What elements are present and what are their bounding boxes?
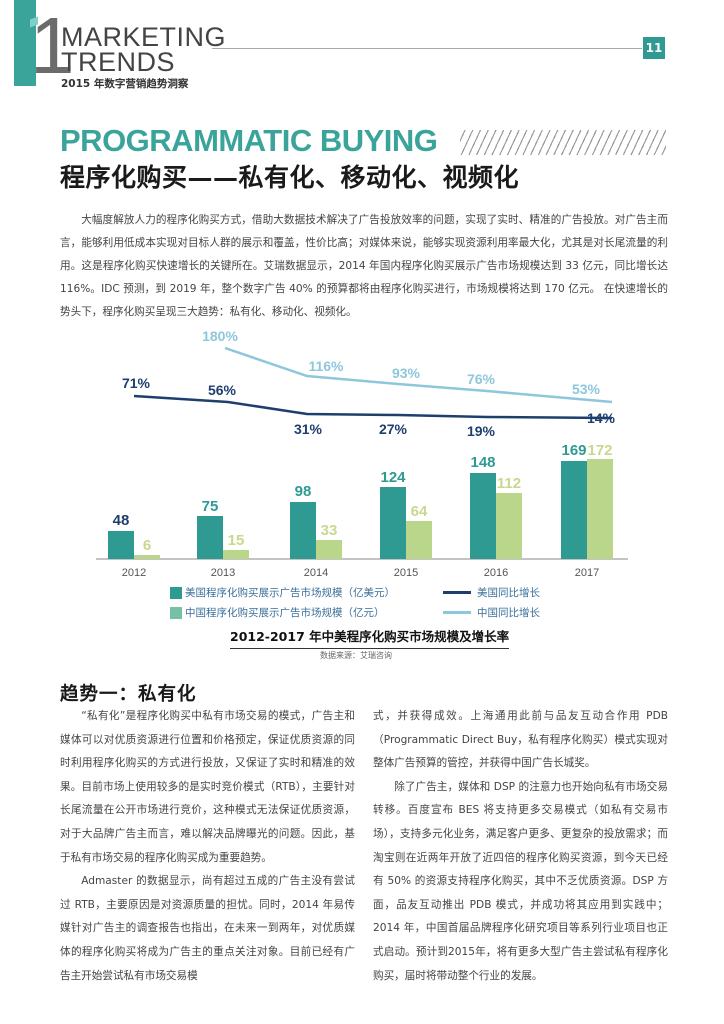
category-label: 2015 [394, 567, 418, 579]
cn-bar-value: 112 [497, 475, 521, 492]
us-bar-value: 48 [113, 512, 130, 529]
us-growth-value: 27% [379, 421, 408, 437]
category-label: 2017 [575, 567, 599, 579]
legend-item-us-line: 美国同比增长 [443, 585, 540, 600]
chart-source: 数据来源：艾瑞咨询 [320, 651, 392, 660]
legend-label: 美国同比增长 [477, 587, 540, 599]
us-growth-value: 56% [208, 382, 237, 398]
cn-growth-value: 76% [467, 371, 496, 387]
legend-item-cn-line: 中国同比增长 [443, 605, 540, 620]
bar-cn-2017 [587, 459, 613, 559]
legend-item-us-bar: 美国程序化购买展示广告市场规模（亿美元） [170, 585, 395, 600]
bar-cn-2012 [134, 555, 160, 559]
legend-label: 中国同比增长 [477, 607, 540, 619]
bar-us-2016 [470, 473, 496, 559]
us-bar-value: 124 [380, 469, 406, 486]
cn-bar-value: 64 [411, 503, 428, 520]
cn-growth-value: 53% [572, 381, 601, 397]
header-divider [212, 48, 642, 49]
body-paragraph: “私有化”是程序化购买中私有市场交易的模式，广告主和媒体可以对优质资源进行位置和… [60, 710, 355, 864]
bar-cn-2016 [496, 493, 522, 559]
cn-bar-value: 172 [587, 442, 612, 459]
page-number: 11 [643, 37, 665, 59]
us-bar-value: 75 [202, 498, 219, 515]
cn-bar-value: 15 [228, 532, 245, 549]
bar-us-2012 [108, 531, 134, 559]
chart-title: 2012-2017 年中美程序化购买市场规模及增长率 [230, 626, 510, 649]
category-label: 2016 [484, 567, 508, 579]
bar-us-2013 [197, 516, 223, 559]
us-growth-value: 71% [122, 375, 151, 391]
legend-label: 中国程序化购买展示广告市场规模（亿元） [185, 607, 385, 619]
category-label: 2012 [122, 567, 146, 579]
legend-swatch-us-bar [170, 586, 182, 599]
us-growth-line [133, 394, 613, 420]
legend-label: 美国程序化购买展示广告市场规模（亿美元） [185, 587, 395, 599]
section-heading: 趋势一：私有化 [60, 684, 197, 705]
cn-growth-value: 93% [392, 365, 421, 381]
legend-line-cn [443, 611, 471, 614]
cn-growth-line [224, 346, 613, 404]
cn-bar-value: 6 [143, 537, 151, 554]
intro-paragraph: 大幅度解放人力的程序化购买方式，借助大数据技术解决了广告投放效率的问题，实现了实… [60, 209, 668, 324]
bar-cn-2015 [406, 521, 432, 559]
body-paragraph: 除了广告主，媒体和 DSP 的注意力也开始向私有市场交易转移。百度宣布 BES … [373, 780, 668, 982]
us-growth-value: 14% [587, 410, 616, 426]
article-title-chinese: 程序化购买——私有化、移动化、视频化 [60, 163, 520, 192]
decorative-hatch [460, 130, 666, 155]
section-subtitle: 2015 年数字营销趋势洞察 [61, 78, 189, 90]
intro-text: 大幅度解放人力的程序化购买方式，借助大数据技术解决了广告投放效率的问题，实现了实… [60, 214, 668, 318]
body-column-left: “私有化”是程序化购买中私有市场交易的模式，广告主和媒体可以对优质资源进行位置和… [60, 705, 355, 988]
us-growth-value: 19% [467, 423, 496, 439]
us-bar-value: 98 [295, 483, 312, 500]
us-growth-value: 31% [294, 421, 323, 437]
body-column-right: 式，并获得成效。上海通用此前与品友互动合作用 PDB（Programmatic … [373, 705, 668, 988]
category-label: 2013 [211, 567, 235, 579]
section-title-line2: TRENDS [61, 47, 176, 77]
us-bar-value: 148 [470, 454, 495, 471]
legend-swatch-cn-bar [170, 606, 182, 619]
body-paragraph: Admaster 的数据显示，尚有超过五成的广告主没有尝试过 RTB，主要原因是… [60, 875, 355, 982]
bar-us-2017 [561, 461, 587, 559]
body-paragraph: 式，并获得成效。上海通用此前与品友互动合作用 PDB（Programmatic … [373, 710, 668, 770]
bar-us-2015 [380, 487, 406, 559]
article-title-english: PROGRAMMATIC BUYING [60, 123, 438, 158]
bar-us-2014 [290, 502, 316, 559]
category-label: 2014 [304, 567, 328, 579]
cn-growth-value: 116% [308, 358, 344, 374]
cn-bar-value: 33 [321, 522, 338, 539]
legend-line-us [443, 591, 471, 594]
us-bar-value: 169 [561, 442, 586, 459]
legend-item-cn-bar: 中国程序化购买展示广告市场规模（亿元） [170, 605, 385, 620]
bar-cn-2013 [223, 550, 249, 559]
bar-cn-2014 [316, 540, 342, 559]
cn-growth-value: 180% [202, 328, 238, 344]
section-title-line1: MARKETING [61, 22, 227, 52]
